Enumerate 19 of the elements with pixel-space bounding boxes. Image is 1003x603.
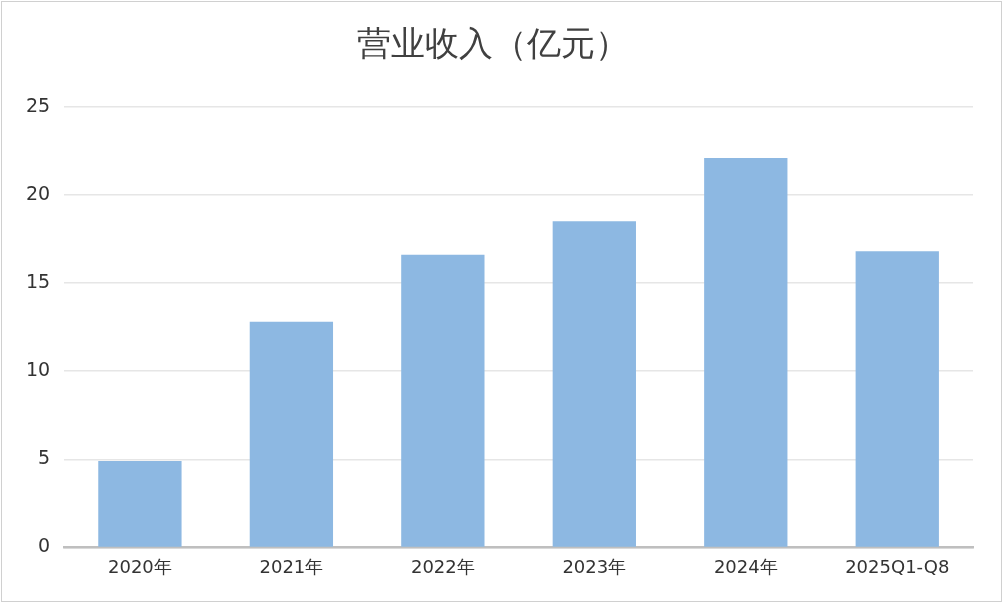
bar: [98, 461, 182, 547]
chart-title: 营业收入（亿元）: [356, 23, 629, 64]
x-tick-label: 2021年: [259, 555, 324, 577]
x-tick-label: 2022年: [410, 555, 475, 577]
bar: [401, 254, 485, 547]
y-tick-label: 15: [25, 269, 51, 292]
bar: [704, 157, 788, 547]
y-tick-label: 10: [25, 358, 51, 381]
bar: [855, 251, 939, 547]
y-tick-label: 5: [38, 446, 51, 469]
bar: [552, 221, 636, 547]
x-tick-label: 2020年: [108, 555, 172, 577]
y-tick-label: 25: [25, 93, 51, 116]
y-tick-label: 20: [25, 181, 51, 204]
bar: [249, 321, 334, 547]
x-tick-label: 2024年: [713, 555, 778, 577]
x-tick-label: 2023年: [562, 555, 627, 577]
y-tick-label: 0: [38, 534, 51, 557]
x-tick-label: 2025Q1-Q8: [845, 555, 950, 577]
